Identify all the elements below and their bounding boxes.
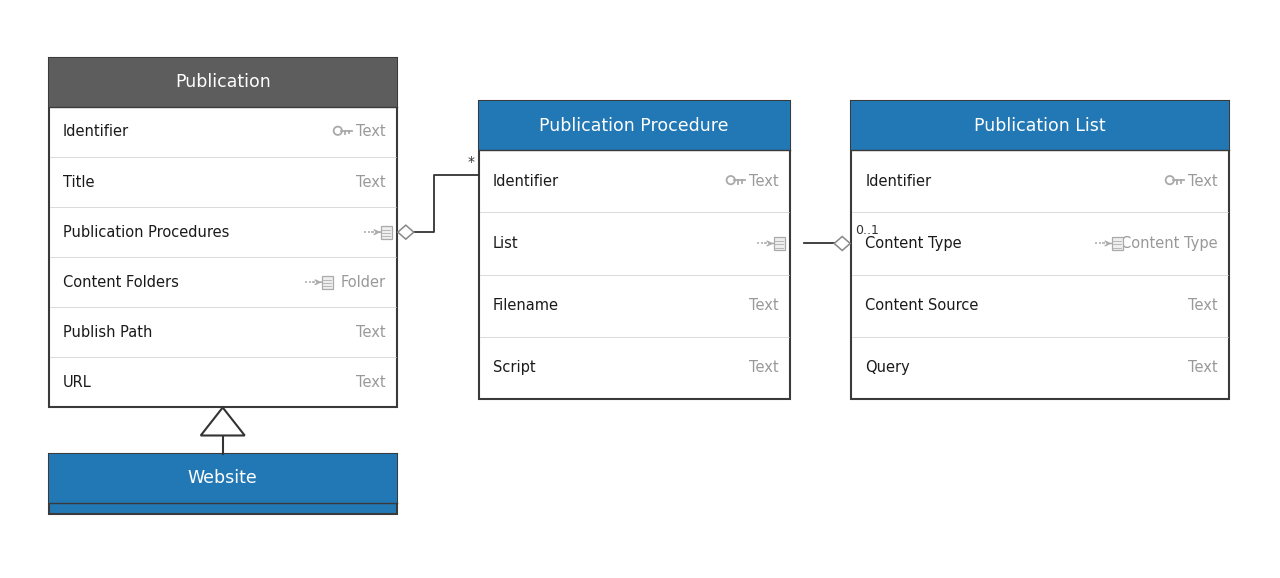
- FancyBboxPatch shape: [381, 226, 392, 239]
- Polygon shape: [201, 407, 244, 435]
- Text: Content Folders: Content Folders: [63, 275, 178, 290]
- Text: 0..1: 0..1: [855, 224, 879, 238]
- Text: Folder: Folder: [340, 275, 385, 290]
- Text: Publication List: Publication List: [974, 117, 1106, 135]
- Text: List: List: [493, 236, 518, 251]
- Text: Query: Query: [865, 360, 910, 375]
- Text: Identifier: Identifier: [865, 174, 932, 189]
- Polygon shape: [398, 225, 413, 239]
- Text: Text: Text: [356, 175, 385, 190]
- Text: Website: Website: [188, 469, 257, 487]
- Text: Filename: Filename: [493, 298, 559, 313]
- Text: Text: Text: [1188, 360, 1217, 375]
- Text: Text: Text: [356, 124, 385, 139]
- FancyBboxPatch shape: [1112, 237, 1123, 250]
- Text: Publication Procedure: Publication Procedure: [539, 117, 730, 135]
- FancyBboxPatch shape: [49, 58, 397, 107]
- Text: Text: Text: [1188, 298, 1217, 313]
- Text: Text: Text: [356, 325, 385, 340]
- Text: Identifier: Identifier: [493, 174, 559, 189]
- Text: URL: URL: [63, 375, 91, 390]
- FancyBboxPatch shape: [49, 58, 397, 407]
- Text: Text: Text: [356, 375, 385, 390]
- FancyBboxPatch shape: [851, 101, 1229, 150]
- FancyBboxPatch shape: [851, 101, 1229, 399]
- Text: Publish Path: Publish Path: [63, 325, 152, 340]
- Text: Title: Title: [63, 175, 95, 190]
- Text: Content Type: Content Type: [865, 236, 961, 251]
- Text: *: *: [467, 155, 475, 169]
- FancyBboxPatch shape: [773, 237, 785, 250]
- Text: Publication Procedures: Publication Procedures: [63, 225, 229, 240]
- FancyBboxPatch shape: [479, 101, 790, 399]
- FancyBboxPatch shape: [49, 454, 397, 503]
- FancyBboxPatch shape: [49, 454, 397, 514]
- Text: Text: Text: [749, 174, 778, 189]
- FancyBboxPatch shape: [321, 276, 333, 288]
- Text: Text: Text: [749, 360, 778, 375]
- Text: Identifier: Identifier: [63, 124, 129, 139]
- Text: Text: Text: [1188, 174, 1217, 189]
- Text: Script: Script: [493, 360, 535, 375]
- Text: Content Type: Content Type: [1121, 236, 1217, 251]
- Text: Content Source: Content Source: [865, 298, 979, 313]
- Polygon shape: [835, 236, 850, 250]
- FancyBboxPatch shape: [479, 101, 790, 150]
- Text: Text: Text: [749, 298, 778, 313]
- Text: Publication: Publication: [175, 73, 270, 91]
